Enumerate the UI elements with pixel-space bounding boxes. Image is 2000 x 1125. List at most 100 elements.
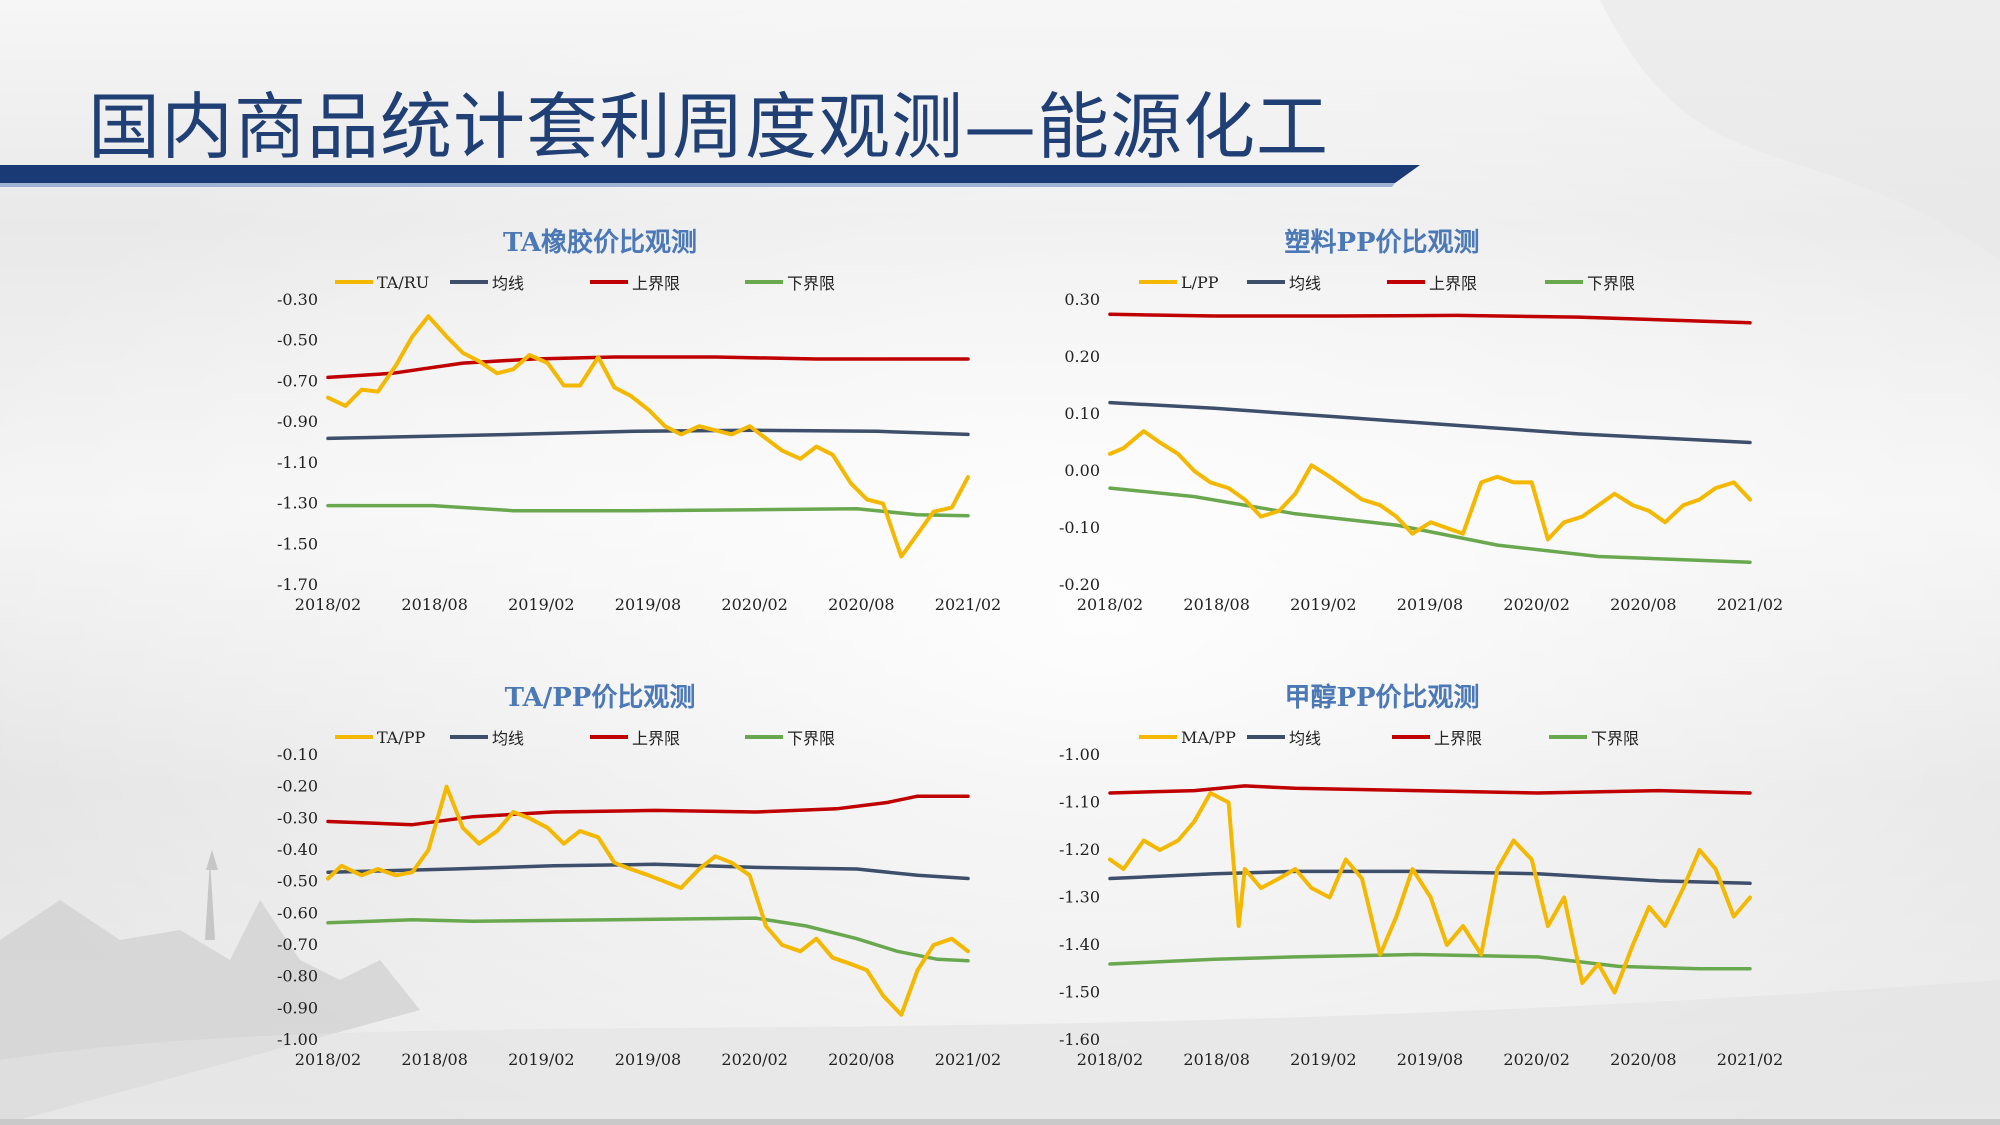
x-tick-label: 2019/08 [615,595,681,614]
y-tick-label: -1.40 [1059,935,1100,954]
legend-item-mean: 均线 [450,270,524,294]
x-tick-label: 2020/02 [721,595,787,614]
legend-item-ratio: MA/PP [1139,725,1236,749]
title-band [0,165,1420,187]
legend-swatch [1247,735,1285,739]
legend-label: 均线 [492,274,525,293]
x-tick-label: 2019/08 [1397,595,1463,614]
chart-title: TA橡胶价比观测 [502,228,698,258]
legend-swatch [1139,280,1177,284]
legend-swatch [1139,735,1177,739]
y-tick-label: -0.30 [277,808,318,827]
legend-item-lower: 下界限 [1549,725,1639,749]
legend-swatch [590,735,628,739]
legend-label: 下界限 [1587,274,1636,293]
y-tick-label: -0.50 [277,331,318,350]
chart-title: 甲醇PP价比观测 [1284,683,1480,713]
y-tick-label: -0.20 [277,777,318,796]
x-tick-label: 2019/08 [615,1050,681,1069]
x-tick-label: 2021/02 [935,595,1001,614]
series-line-mean [1108,869,1752,886]
legend-item-upper: 上界限 [1392,725,1482,749]
y-tick-label: 0.30 [1064,290,1100,309]
chart-title: TA/PP价比观测 [504,683,696,713]
x-tick-label: 2020/02 [721,1050,787,1069]
legend-swatch [1545,280,1583,284]
y-tick-label: -1.60 [1059,1030,1100,1049]
x-tick-label: 2018/08 [401,1050,467,1069]
series-line-upper [326,355,970,380]
legend-label: 上界限 [1434,729,1483,748]
legend-swatch [1387,280,1425,284]
x-tick-label: 2018/08 [1183,1050,1249,1069]
legend-label: 均线 [1289,274,1322,293]
legend-label: 下界限 [1591,729,1640,748]
chart-plot: -0.30 -0.50 -0.70 -0.90 -1.10 -1.30 -1.50 -1.70… [277,290,1001,614]
x-tick-label: 2020/02 [1503,595,1569,614]
x-tick-label: 2019/08 [1397,1050,1463,1069]
legend-item-upper: 上界限 [590,270,680,294]
series-line-ratio [326,314,970,559]
legend-item-upper: 上界限 [590,725,680,749]
series-line-lower [1108,486,1752,564]
y-tick-label: -0.60 [277,903,318,922]
chart-legend: L/PP 均线 上界限 下界限 [1117,270,1737,294]
legend-item-mean: 均线 [1247,270,1321,294]
x-tick-label: 2020/08 [1610,1050,1676,1069]
legend-label: 上界限 [1429,274,1478,293]
x-tick-label: 2019/02 [508,1050,574,1069]
y-tick-label: 0.20 [1064,347,1100,366]
chart-panel-l-pp: 塑料PP价比观测 L/PP 均线 上界限 下界限 0.30 0.20 0.10 0.0… [1022,200,1783,620]
x-tick-label: 2020/08 [828,595,894,614]
legend-swatch [1247,280,1285,284]
series-line-lower [326,916,970,963]
chart-legend: TA/PP 均线 上界限 下界限 [335,725,955,749]
y-tick-label: -0.50 [277,872,318,891]
y-tick-label: -1.00 [277,1030,318,1049]
legend-item-ratio: TA/PP [335,725,425,749]
legend-label: TA/RU [377,272,430,292]
x-tick-label: 2018/02 [1077,1050,1143,1069]
footer-band [0,1119,2000,1125]
legend-swatch [745,280,783,284]
legend-swatch [450,280,488,284]
chart-plot: -0.10 -0.20 -0.30 -0.40 -0.50 -0.60 -0.70 -0.80… [277,745,1001,1069]
x-tick-label: 2018/02 [295,595,361,614]
x-tick-label: 2019/02 [1290,1050,1356,1069]
y-tick-label: -1.30 [277,494,318,513]
x-tick-label: 2021/02 [935,1050,1001,1069]
series-line-lower [1108,952,1752,971]
series-line-upper [1108,784,1752,795]
y-tick-label: -1.30 [1059,888,1100,907]
page-title: 国内商品统计套利周度观测—能源化工 [88,85,1330,169]
chart-panel-ta-pp: TA/PP价比观测 TA/PP 均线 上界限 下界限 -0.10 -0.20 -0.… [240,655,1001,1075]
chart-title: 塑料PP价比观测 [1284,228,1480,258]
legend-label: 上界限 [632,729,681,748]
x-tick-label: 2019/02 [1290,595,1356,614]
chart-legend: TA/RU 均线 上界限 下界限 [335,270,955,294]
y-tick-label: -0.20 [1059,575,1100,594]
y-tick-label: -1.20 [1059,840,1100,859]
legend-label: 下界限 [787,729,836,748]
chart-panel-ta-ru: TA橡胶价比观测 TA/RU 均线 上界限 下界限 -0.30 -0.50 -0.7… [240,200,1001,620]
y-tick-label: -0.10 [277,745,318,764]
y-tick-label: 0.10 [1064,404,1100,423]
y-tick-label: -0.90 [277,998,318,1017]
y-tick-label: -1.50 [277,534,318,553]
legend-item-mean: 均线 [1247,725,1321,749]
legend-item-ratio: TA/RU [335,270,429,294]
y-tick-label: -0.80 [277,967,318,986]
y-tick-label: 0.00 [1064,461,1100,480]
y-tick-label: -0.40 [277,840,318,859]
series-line-ratio [1108,429,1752,542]
legend-swatch [335,280,373,284]
y-tick-label: -1.10 [1059,793,1100,812]
x-tick-label: 2021/02 [1717,1050,1783,1069]
legend-item-mean: 均线 [450,725,524,749]
legend-item-ratio: L/PP [1139,270,1219,294]
legend-label: 上界限 [632,274,681,293]
legend-item-lower: 下界限 [745,725,835,749]
y-tick-label: -1.50 [1059,983,1100,1002]
legend-swatch [745,735,783,739]
